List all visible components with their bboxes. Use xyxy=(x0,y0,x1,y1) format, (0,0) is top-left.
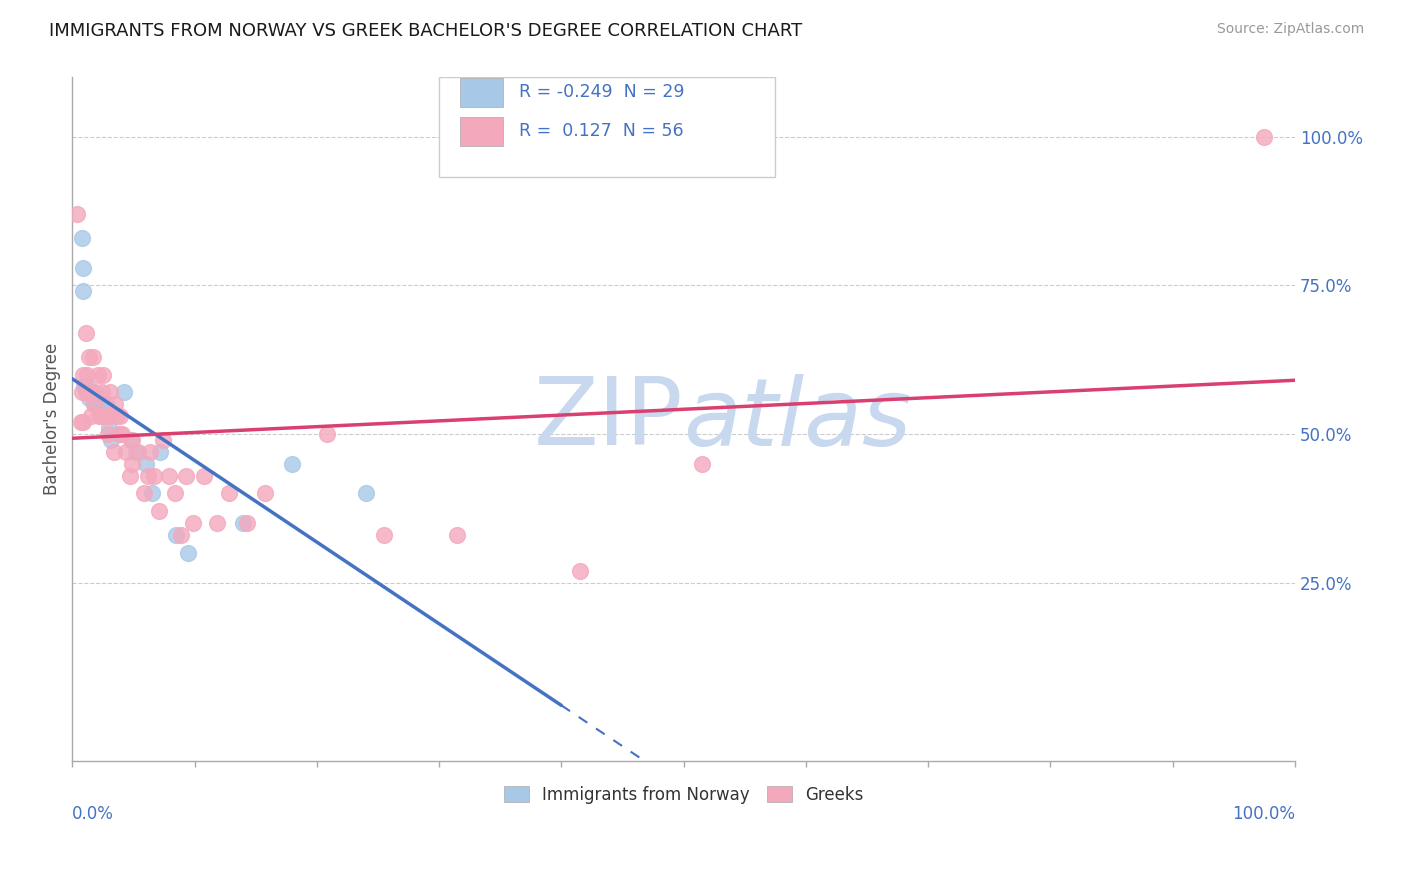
Point xyxy=(83,397,105,411)
Point xyxy=(111,427,134,442)
FancyBboxPatch shape xyxy=(460,78,503,107)
Point xyxy=(107,409,129,424)
Point xyxy=(690,457,713,471)
Point xyxy=(125,445,148,459)
Point xyxy=(90,385,112,400)
Point xyxy=(127,445,149,459)
Point xyxy=(96,397,118,411)
Point xyxy=(87,368,110,382)
Text: 100.0%: 100.0% xyxy=(1232,805,1295,823)
Point xyxy=(232,516,254,530)
Point xyxy=(72,415,94,429)
Point xyxy=(69,415,91,429)
Point xyxy=(354,486,377,500)
Point xyxy=(91,368,114,382)
Point xyxy=(98,409,121,424)
Point xyxy=(89,409,111,424)
Text: R =  0.127  N = 56: R = 0.127 N = 56 xyxy=(519,122,683,140)
Point xyxy=(100,433,122,447)
Point xyxy=(134,486,156,500)
Text: IMMIGRANTS FROM NORWAY VS GREEK BACHELOR'S DEGREE CORRELATION CHART: IMMIGRANTS FROM NORWAY VS GREEK BACHELOR… xyxy=(49,22,803,40)
Point xyxy=(76,385,98,400)
Point xyxy=(79,385,101,400)
Point xyxy=(139,445,162,459)
Point xyxy=(135,457,157,471)
Point xyxy=(79,385,101,400)
Point xyxy=(112,385,135,400)
Point xyxy=(83,397,105,411)
Point xyxy=(120,433,142,447)
Point xyxy=(70,385,93,400)
Point xyxy=(181,516,204,530)
Point xyxy=(107,427,129,442)
Point xyxy=(218,486,240,500)
Point xyxy=(79,392,101,406)
Point xyxy=(108,427,131,442)
Point xyxy=(79,350,101,364)
Point xyxy=(66,207,89,221)
Point xyxy=(90,409,112,424)
Point xyxy=(281,457,304,471)
Point xyxy=(254,486,277,500)
Text: ZIP: ZIP xyxy=(534,373,683,465)
Point xyxy=(236,516,259,530)
Point xyxy=(97,427,120,442)
Text: 0.0%: 0.0% xyxy=(72,805,114,823)
Point xyxy=(174,468,197,483)
Legend: Immigrants from Norway, Greeks: Immigrants from Norway, Greeks xyxy=(498,780,870,811)
FancyBboxPatch shape xyxy=(460,117,503,145)
Point xyxy=(76,379,98,393)
Point xyxy=(75,385,97,400)
Point xyxy=(568,564,591,578)
Point xyxy=(373,528,395,542)
Point xyxy=(121,457,143,471)
Point xyxy=(79,409,101,424)
Text: Source: ZipAtlas.com: Source: ZipAtlas.com xyxy=(1216,22,1364,37)
Point xyxy=(94,409,117,424)
Point xyxy=(103,445,125,459)
Text: atlas: atlas xyxy=(683,374,912,465)
Point xyxy=(98,385,121,400)
Point xyxy=(136,468,159,483)
Point xyxy=(118,468,141,483)
Point xyxy=(72,285,94,299)
Point xyxy=(75,326,97,340)
Point xyxy=(121,433,143,447)
FancyBboxPatch shape xyxy=(439,78,775,177)
Point xyxy=(193,468,215,483)
Point xyxy=(143,468,166,483)
Point xyxy=(177,546,200,560)
Point xyxy=(141,486,163,500)
Point xyxy=(108,409,131,424)
Point xyxy=(72,368,94,382)
Point xyxy=(1253,129,1275,144)
Point xyxy=(170,528,193,542)
Point xyxy=(80,385,103,400)
Point xyxy=(97,421,120,435)
Point xyxy=(149,445,172,459)
Point xyxy=(77,385,100,400)
Point xyxy=(82,350,104,364)
Point xyxy=(315,427,337,442)
Point xyxy=(76,368,98,382)
Point xyxy=(157,468,180,483)
Point xyxy=(91,409,114,424)
Point xyxy=(148,504,170,518)
Point xyxy=(152,433,174,447)
Y-axis label: Bachelor's Degree: Bachelor's Degree xyxy=(44,343,60,495)
Point xyxy=(205,516,228,530)
Point xyxy=(84,385,107,400)
Point xyxy=(70,231,93,245)
Point xyxy=(115,445,138,459)
Point xyxy=(89,397,111,411)
Point xyxy=(73,379,96,393)
Point xyxy=(446,528,468,542)
Point xyxy=(163,486,186,500)
Point xyxy=(165,528,187,542)
Point xyxy=(72,260,94,275)
Point xyxy=(104,397,127,411)
Point xyxy=(86,397,108,411)
Text: R = -0.249  N = 29: R = -0.249 N = 29 xyxy=(519,84,685,102)
